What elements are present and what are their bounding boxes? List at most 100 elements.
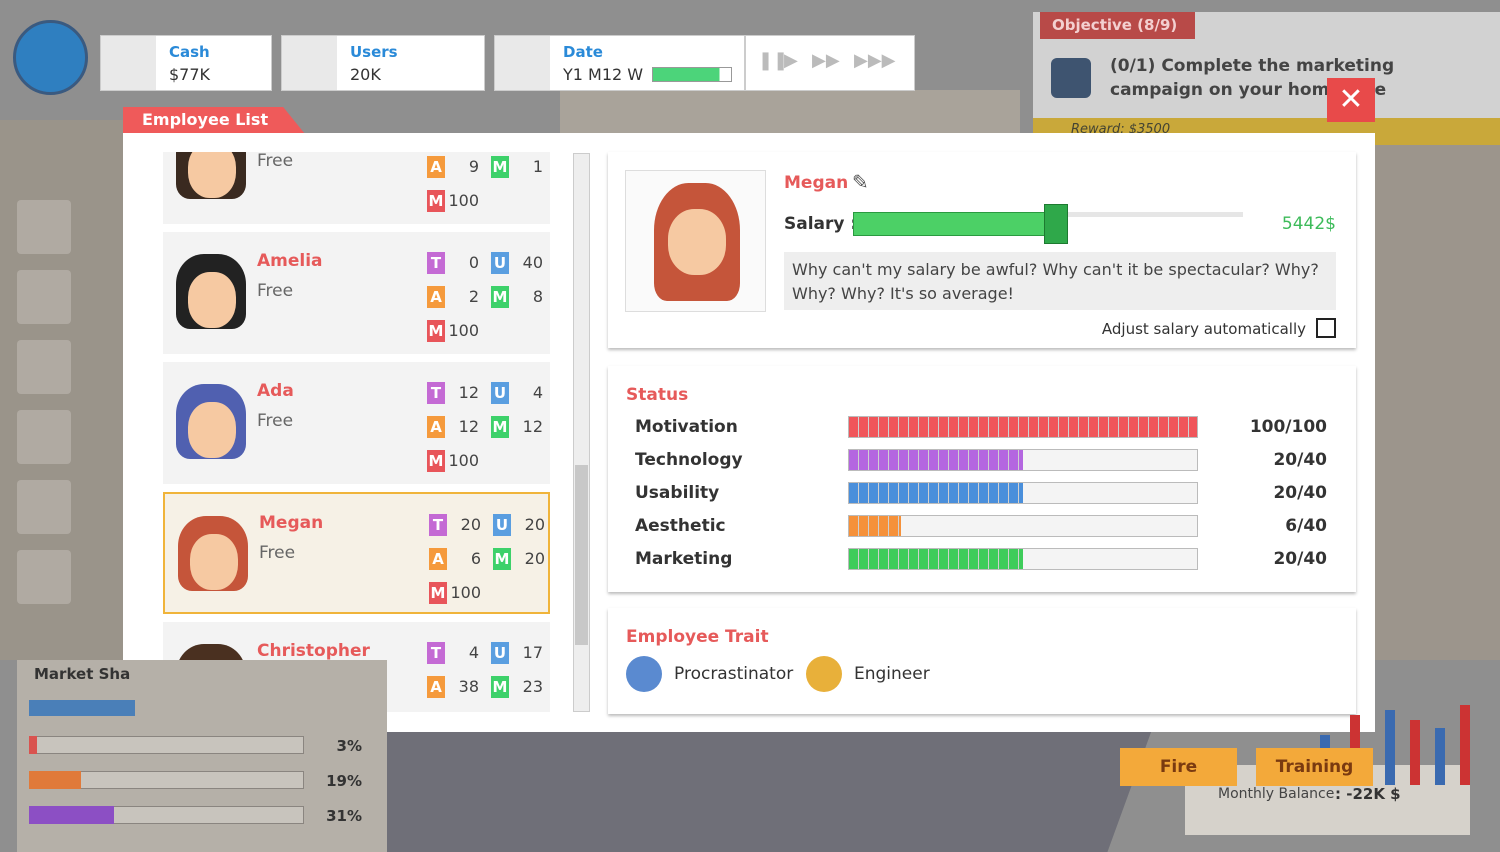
speed-controls: ❚❚ ▶ ▶▶ ▶▶▶ (745, 35, 915, 91)
employee-card[interactable]: Ada Free T 12 U 4 A 12 M 12 M 100 (163, 362, 550, 484)
stat-badge: M (427, 190, 445, 212)
speed-button[interactable]: ▶▶ (812, 50, 840, 71)
objective-panel: Objective (8/9) (0/1) Complete the market… (1033, 12, 1500, 145)
auto-salary-checkbox[interactable] (1316, 318, 1336, 338)
action-button[interactable]: Fire (1120, 748, 1237, 786)
salary-fill (853, 212, 1053, 236)
status-name: Technology (635, 450, 743, 470)
trait-name: Procrastinator (674, 664, 794, 684)
share-label: 19% (326, 772, 362, 790)
status-bar (849, 516, 902, 536)
side-icon[interactable] (17, 200, 71, 254)
building (1375, 140, 1500, 660)
market-share-panel: Market Sha 3% 19% 31% (17, 660, 387, 852)
side-icon[interactable] (17, 480, 71, 534)
salary-handle[interactable] (1044, 204, 1068, 244)
stat-value: 23 (522, 677, 543, 696)
stat-value: 38 (458, 677, 479, 696)
stat-badge: U (491, 642, 509, 664)
floor (304, 720, 1156, 852)
week-progress (652, 67, 732, 82)
speed-button[interactable]: ❚❚ (758, 50, 789, 71)
salary-label: Salary : (784, 214, 858, 234)
side-icon[interactable] (17, 410, 71, 464)
stat-value: 12 (522, 417, 543, 436)
status-track (848, 515, 1198, 537)
quote: Why can't my salary be awful? Why can't … (784, 252, 1336, 310)
stat-badge: T (427, 642, 445, 664)
objective-task: (0/1) Complete the marketing campaign on… (1110, 56, 1395, 100)
stat-value: 2 (468, 287, 479, 306)
stat-value: 6 (470, 549, 481, 568)
share-track (29, 736, 304, 754)
employee-card[interactable]: Free A 9 M 1 M 100 (163, 152, 550, 224)
edit-icon[interactable]: ✎ (852, 170, 869, 194)
stat-badge: A (427, 676, 445, 698)
stat-value: 100 (448, 451, 479, 470)
side-icon[interactable] (17, 270, 71, 324)
stat-value: $77K (169, 65, 211, 84)
stat-value: 100 (448, 321, 479, 340)
speed-button[interactable]: ▶ (784, 50, 798, 71)
employee-name: Ada (257, 381, 294, 401)
stat-badge: U (491, 382, 509, 404)
stat-badge: A (427, 416, 445, 438)
avatar (173, 516, 253, 596)
stat-box: Date Y1 M12 W (494, 35, 745, 91)
balance-label: Monthly Balance (1218, 786, 1335, 802)
action-button[interactable]: Training (1256, 748, 1373, 786)
stat-value: 100 (448, 191, 479, 210)
megaphone-icon (1051, 58, 1091, 98)
close-button[interactable]: ✕ (1327, 78, 1375, 122)
stat-value: Y1 M12 W (563, 65, 644, 84)
stat-icon (495, 36, 550, 90)
market-share-title: Market Sha (34, 665, 131, 683)
stat-badge: M (429, 582, 447, 604)
side-icon[interactable] (17, 550, 71, 604)
avatar (171, 254, 251, 334)
stat-badge: M (491, 286, 509, 308)
status-value: 20/40 (1273, 483, 1327, 503)
speed-button[interactable]: ▶▶▶ (854, 50, 896, 71)
trait-icon (806, 656, 842, 692)
globe[interactable] (13, 20, 88, 95)
status-bar (849, 549, 1023, 569)
avatar (171, 384, 251, 464)
status-name: Usability (635, 483, 720, 503)
stat-box: Cash $77K (100, 35, 272, 91)
status-bar (849, 450, 1023, 470)
portrait (625, 170, 766, 312)
stat-badge: M (491, 416, 509, 438)
chart-bar (1460, 705, 1470, 785)
status-title: Status (626, 385, 689, 405)
panel-title: Employee List (142, 110, 269, 129)
share-label: 31% (326, 807, 362, 825)
balance-value: : -22K $ (1335, 785, 1401, 803)
scroll-thumb[interactable] (575, 465, 588, 645)
status-name: Motivation (635, 417, 738, 437)
employee-card[interactable]: Amelia Free T 0 U 40 A 2 M 8 M 100 (163, 232, 550, 354)
stat-value: 0 (468, 253, 479, 272)
side-icon[interactable] (17, 340, 71, 394)
avatar-face (188, 152, 236, 198)
stat-badge: U (493, 514, 511, 536)
avatar-face (668, 209, 726, 275)
stat-value: 20 (524, 549, 545, 568)
salary-value: 5442$ (1281, 214, 1336, 234)
stat-value: 4 (468, 643, 479, 662)
status-name: Aesthetic (635, 516, 726, 536)
stat-value: 9 (468, 157, 479, 176)
employee-card[interactable]: Megan Free T 20 U 20 A 6 M 20 M 100 (163, 492, 550, 614)
stat-value: 12 (458, 417, 479, 436)
employee-name: Christopher (257, 641, 370, 661)
stat-badge: T (427, 252, 445, 274)
stat-value: 40 (522, 253, 543, 272)
share-bar (29, 771, 82, 789)
stat-badge: T (427, 382, 445, 404)
trait-title: Employee Trait (626, 627, 769, 647)
avatar (171, 152, 251, 204)
stat-value: 12 (458, 383, 479, 402)
trait-panel: Employee Trait Procrastinator Engineer (608, 608, 1356, 714)
status-bar (849, 417, 1197, 437)
